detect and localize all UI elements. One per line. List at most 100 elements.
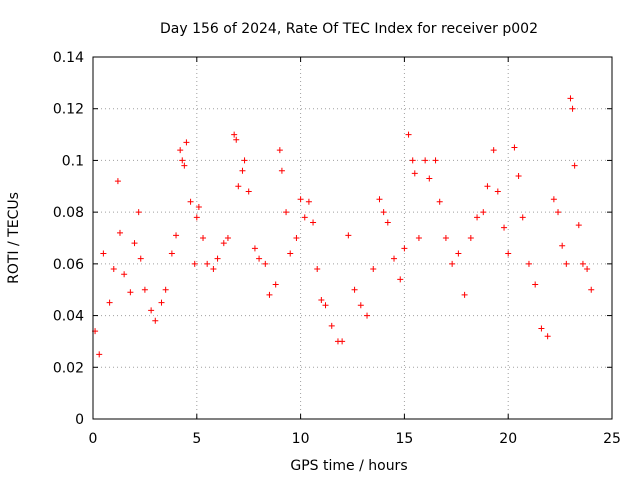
x-tick-label: 25 [603,431,621,447]
y-tick-label: 0.12 [53,102,84,118]
data-point [391,255,398,262]
x-axis: 0 5 10 15 20 25 [89,57,621,447]
data-point [575,222,582,229]
data-point [231,131,238,138]
data-point [559,242,566,249]
data-point [135,209,142,216]
data-point [563,260,570,267]
data-point [494,188,501,195]
data-point [177,147,184,154]
y-tick-label: 0.14 [53,50,84,66]
data-point [266,291,273,298]
data-point [287,250,294,257]
data-point [141,286,148,293]
data-point [301,214,308,221]
data-point [127,289,134,296]
data-point [567,95,574,102]
y-tick-label: 0.04 [53,309,84,325]
chart-title: Day 156 of 2024, Rate Of TEC Index for r… [160,21,538,37]
data-point [191,260,198,267]
data-point [351,286,358,293]
data-point [187,198,194,205]
y-tick-label: 0 [75,412,84,428]
data-point [442,235,449,241]
data-point [278,167,285,174]
data-point [152,317,159,324]
data-point [345,232,352,239]
x-tick-label: 0 [89,431,98,447]
y-axis-title: ROTI / TECUs [6,192,22,284]
data-point [480,209,487,216]
data-point [262,260,269,267]
data-point [297,196,304,203]
data-point [579,260,586,267]
data-point [544,333,551,340]
data-point [364,312,371,319]
data-point [449,260,456,267]
data-point [137,255,144,262]
data-point [100,250,107,257]
data-point [422,157,429,164]
data-point [415,235,422,241]
data-point [162,286,169,293]
data-point [550,196,557,203]
grid-lines [93,57,612,419]
data-point [484,183,491,190]
data-point [121,271,128,278]
data-point [110,266,117,273]
data-point [467,235,474,241]
data-point [515,172,522,179]
data-point [380,209,387,216]
data-point [525,260,532,267]
x-tick-label: 15 [395,431,413,447]
data-point [474,214,481,221]
data-point [204,260,211,267]
data-point [339,338,346,345]
data-point [310,219,317,226]
data-point [411,170,418,177]
data-point [376,196,383,203]
data-point [511,144,518,151]
x-tick-label: 5 [192,431,201,447]
data-point [519,214,526,221]
data-point [220,240,227,247]
data-point [461,291,468,298]
data-point [116,229,123,236]
data-point [283,209,290,216]
data-point [272,281,279,288]
data-point [195,203,202,210]
data-point [432,157,439,164]
data-point [401,245,408,252]
x-tick-label: 10 [292,431,310,447]
y-tick-label: 0.1 [62,153,84,169]
x-tick-label: 20 [499,431,517,447]
data-point [571,162,578,169]
data-point [569,105,576,112]
data-point [241,157,248,164]
data-point [251,245,258,252]
data-point [233,136,240,143]
data-point [584,266,591,273]
data-point [245,188,252,195]
data-point [357,302,364,309]
data-point [114,178,121,185]
data-point [305,198,312,205]
data-point [256,255,263,262]
data-point [210,266,217,273]
data-point [405,131,412,138]
data-point [131,240,138,247]
data-point [179,157,186,164]
plot-frame [92,56,613,420]
data-point [168,250,175,257]
data-point [158,299,165,306]
data-point [106,299,113,306]
data-point [505,250,512,257]
data-point [293,235,300,241]
data-point [235,183,242,190]
y-tick-label: 0.08 [53,205,84,221]
data-point [490,147,497,154]
data-point [328,322,335,329]
data-point [436,198,443,205]
data-point [96,351,103,358]
